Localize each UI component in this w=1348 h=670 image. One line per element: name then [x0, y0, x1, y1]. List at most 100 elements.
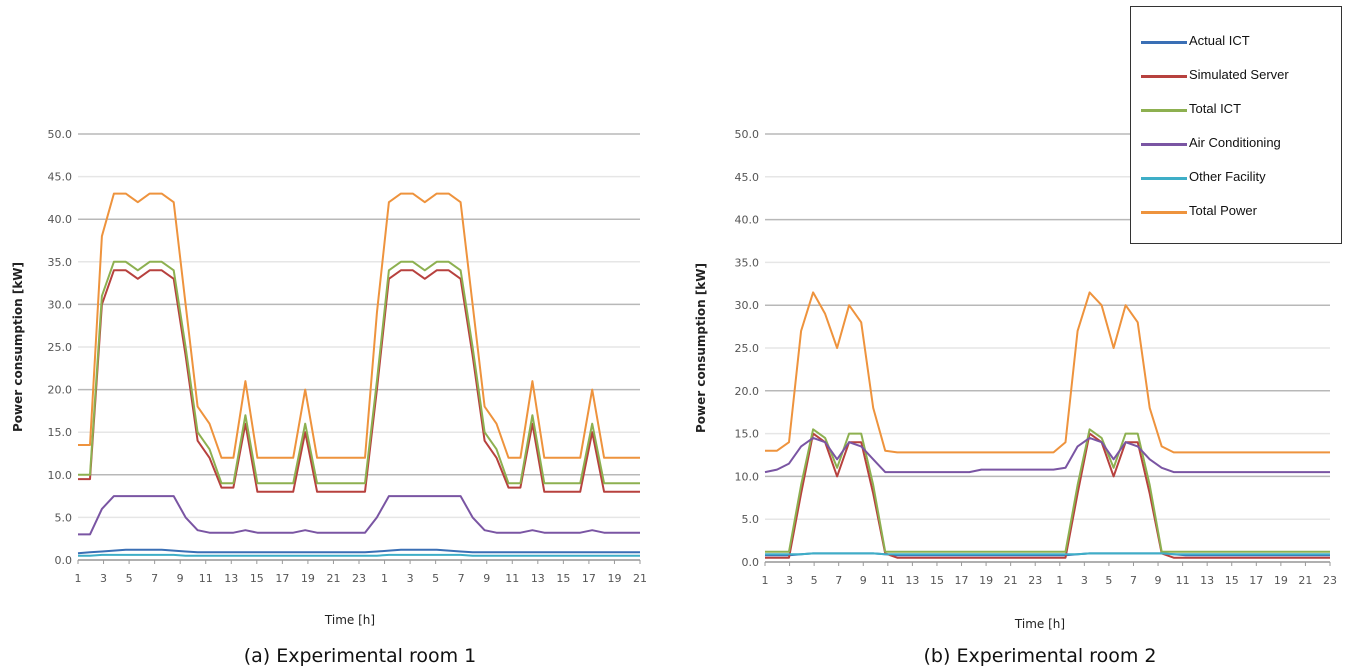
legend-swatch [1141, 75, 1187, 78]
y-tick-label: 40.0 [735, 214, 760, 227]
series-line-total-power [78, 192, 640, 459]
x-tick-label: 21 [1298, 574, 1312, 587]
x-tick-label: 13 [1200, 574, 1214, 587]
legend-label: Actual ICT [1189, 33, 1250, 48]
x-tick-label: 21 [1004, 574, 1018, 587]
x-tick-label: 17 [955, 574, 969, 587]
x-tick-label: 5 [1105, 574, 1112, 587]
chart-caption: (b) Experimental room 2 [924, 645, 1157, 667]
x-tick-label: 23 [1028, 574, 1042, 587]
x-tick-label: 21 [633, 572, 647, 585]
x-tick-label: 15 [930, 574, 944, 587]
x-tick-label: 1 [75, 572, 82, 585]
x-tick-label: 5 [432, 572, 439, 585]
x-axis-label: Time [h] [1014, 617, 1065, 631]
x-tick-label: 9 [483, 572, 490, 585]
chart-room-1: 0.0 5.0 10.0 15.0 20.0 25.0 30.0 35.0 40.0 45.0 50… [11, 128, 647, 667]
y-tick-label: 50.0 [48, 128, 73, 141]
y-tick-label: 15.0 [735, 428, 760, 441]
series-line-total-power [765, 291, 1330, 454]
legend-swatch [1141, 41, 1187, 44]
x-tick-label: 15 [556, 572, 570, 585]
x-tick-label: 15 [250, 572, 264, 585]
legend-label: Other Facility [1189, 169, 1266, 184]
y-tick-label: 40.0 [48, 213, 73, 226]
legend-label: Total ICT [1189, 101, 1242, 116]
y-tick-label: 45.0 [735, 171, 760, 184]
series-line-simulated-server [765, 432, 1330, 559]
y-axis-label: Power consumption [kW] [694, 263, 708, 433]
y-tick-label: 15.0 [48, 426, 73, 439]
y-tick-label: 10.0 [48, 469, 73, 482]
x-tick-label: 11 [505, 572, 519, 585]
y-tick-label: 35.0 [48, 256, 73, 269]
x-tick-label: 23 [1323, 574, 1337, 587]
y-axis-label: Power consumption [kW] [11, 262, 25, 432]
x-axis-label: Time [h] [324, 613, 375, 627]
legend-label: Simulated Server [1189, 67, 1289, 82]
y-tick-label: 5.0 [55, 511, 73, 524]
legend-swatch [1141, 177, 1187, 180]
x-tick-label: 23 [352, 572, 366, 585]
chart-caption: (a) Experimental room 1 [244, 645, 477, 667]
x-tick-label: 5 [811, 574, 818, 587]
y-tick-label: 5.0 [742, 513, 760, 526]
x-tick-label: 3 [786, 574, 793, 587]
x-tick-label: 11 [199, 572, 213, 585]
x-tick-label: 1 [381, 572, 388, 585]
x-tick-label: 17 [1249, 574, 1263, 587]
x-tick-label: 1 [1056, 574, 1063, 587]
series-line-other-facility [78, 553, 640, 557]
y-tick-label: 25.0 [735, 342, 760, 355]
y-tick-label: 50.0 [735, 128, 760, 141]
series-line-simulated-server [78, 269, 640, 493]
y-tick-label: 30.0 [735, 299, 760, 312]
x-tick-label: 19 [1274, 574, 1288, 587]
y-tick-label: 20.0 [735, 385, 760, 398]
x-tick-label: 17 [582, 572, 596, 585]
x-tick-label: 13 [531, 572, 545, 585]
x-tick-label: 9 [1155, 574, 1162, 587]
x-tick-label: 17 [275, 572, 289, 585]
y-tick-label: 25.0 [48, 341, 73, 354]
x-tick-label: 5 [126, 572, 133, 585]
x-tick-label: 9 [177, 572, 184, 585]
x-tick-label: 7 [151, 572, 158, 585]
x-tick-label: 7 [458, 572, 465, 585]
y-tick-label: 35.0 [735, 256, 760, 269]
x-tick-label: 3 [1081, 574, 1088, 587]
series-line-total-ict [78, 260, 640, 485]
y-tick-label: 0.0 [742, 556, 760, 569]
x-tick-label: 9 [860, 574, 867, 587]
chart-room-2: 0.0 5.0 10.0 15.0 20.0 25.0 30.0 35.0 40.0 45.0 50… [694, 128, 1337, 667]
x-tick-label: 7 [835, 574, 842, 587]
series-line-air-conditioning [78, 495, 640, 536]
x-tick-label: 13 [224, 572, 238, 585]
x-tick-label: 3 [100, 572, 107, 585]
x-tick-label: 15 [1225, 574, 1239, 587]
y-tick-label: 0.0 [55, 554, 73, 567]
y-tick-label: 30.0 [48, 298, 73, 311]
x-tick-label: 7 [1130, 574, 1137, 587]
y-tick-label: 45.0 [48, 171, 73, 184]
x-tick-label: 13 [905, 574, 919, 587]
x-tick-label: 19 [301, 572, 315, 585]
legend-swatch [1141, 143, 1187, 146]
y-tick-label: 10.0 [735, 470, 760, 483]
x-tick-label: 21 [326, 572, 340, 585]
legend-swatch [1141, 211, 1187, 214]
legend-swatch [1141, 109, 1187, 112]
series-line-actual-ict [77, 548, 640, 555]
x-tick-label: 11 [881, 574, 895, 587]
x-tick-label: 19 [979, 574, 993, 587]
x-tick-label: 3 [407, 572, 414, 585]
x-tick-label: 19 [607, 572, 621, 585]
x-tick-label: 11 [1176, 574, 1190, 587]
legend-label: Total Power [1189, 203, 1257, 218]
x-tick-label: 1 [762, 574, 769, 587]
series-line-other-facility [765, 552, 1330, 556]
series-line-air-conditioning [764, 436, 1330, 474]
legend: Actual ICT Simulated Server Total ICT Air C… [1130, 6, 1342, 244]
legend-label: Air Conditioning [1189, 135, 1281, 150]
